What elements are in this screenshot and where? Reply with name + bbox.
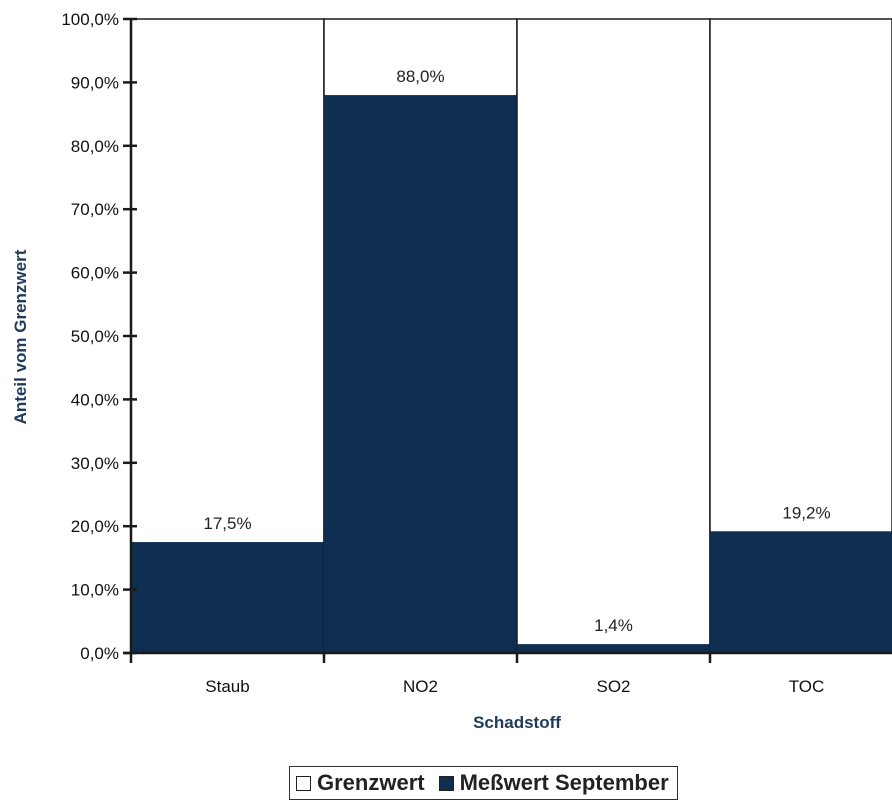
legend-swatch-grenzwert <box>296 775 311 791</box>
y-tick-label: 70,0% <box>71 200 119 219</box>
y-tick-label: 30,0% <box>71 454 119 473</box>
y-tick-label: 40,0% <box>71 390 119 409</box>
y-tick-label: 50,0% <box>71 327 119 346</box>
y-tick-label: 0,0% <box>80 644 119 663</box>
labels-layer: 17,5% Staub 88,0% NO2 1,4% SO2 19,2% TOC 0,0% 10,… <box>61 10 830 696</box>
legend-item-grenzwert: Grenzwert <box>296 770 425 796</box>
x-tick-label-so2: SO2 <box>596 677 630 696</box>
y-tick-label: 60,0% <box>71 264 119 283</box>
legend-swatch-messwert <box>438 775 454 791</box>
data-label-staub: 17,5% <box>203 514 251 533</box>
y-tick-label: 10,0% <box>71 581 119 600</box>
bar-messwert-staub <box>131 542 324 653</box>
legend-label-grenzwert: Grenzwert <box>317 770 425 795</box>
y-tick-label: 20,0% <box>71 517 119 536</box>
legend-item-messwert: Meßwert September <box>438 770 669 796</box>
data-label-toc: 19,2% <box>782 503 830 522</box>
y-tick-label: 90,0% <box>71 73 119 92</box>
legend: Grenzwert Meßwert September <box>289 766 678 800</box>
bar-messwert-no2 <box>324 95 517 653</box>
axes-layer <box>123 17 892 663</box>
legend-label-messwert: Meßwert September <box>459 770 669 795</box>
y-axis-title: Anteil vom Grenzwert <box>11 249 30 424</box>
x-tick-label-toc: TOC <box>789 677 825 696</box>
bar-messwert-so2 <box>517 644 710 653</box>
x-tick-label-staub: Staub <box>205 677 249 696</box>
x-axis-title: Schadstoff <box>473 713 561 732</box>
data-label-so2: 1,4% <box>594 616 633 635</box>
bars-layer <box>130 18 892 654</box>
y-tick-label: 100,0% <box>61 10 119 29</box>
bar-grenzwert-so2 <box>516 18 711 654</box>
x-tick-label-no2: NO2 <box>403 677 438 696</box>
data-label-no2: 88,0% <box>396 67 444 86</box>
y-tick-label: 80,0% <box>71 137 119 156</box>
bar-messwert-toc <box>710 531 892 653</box>
